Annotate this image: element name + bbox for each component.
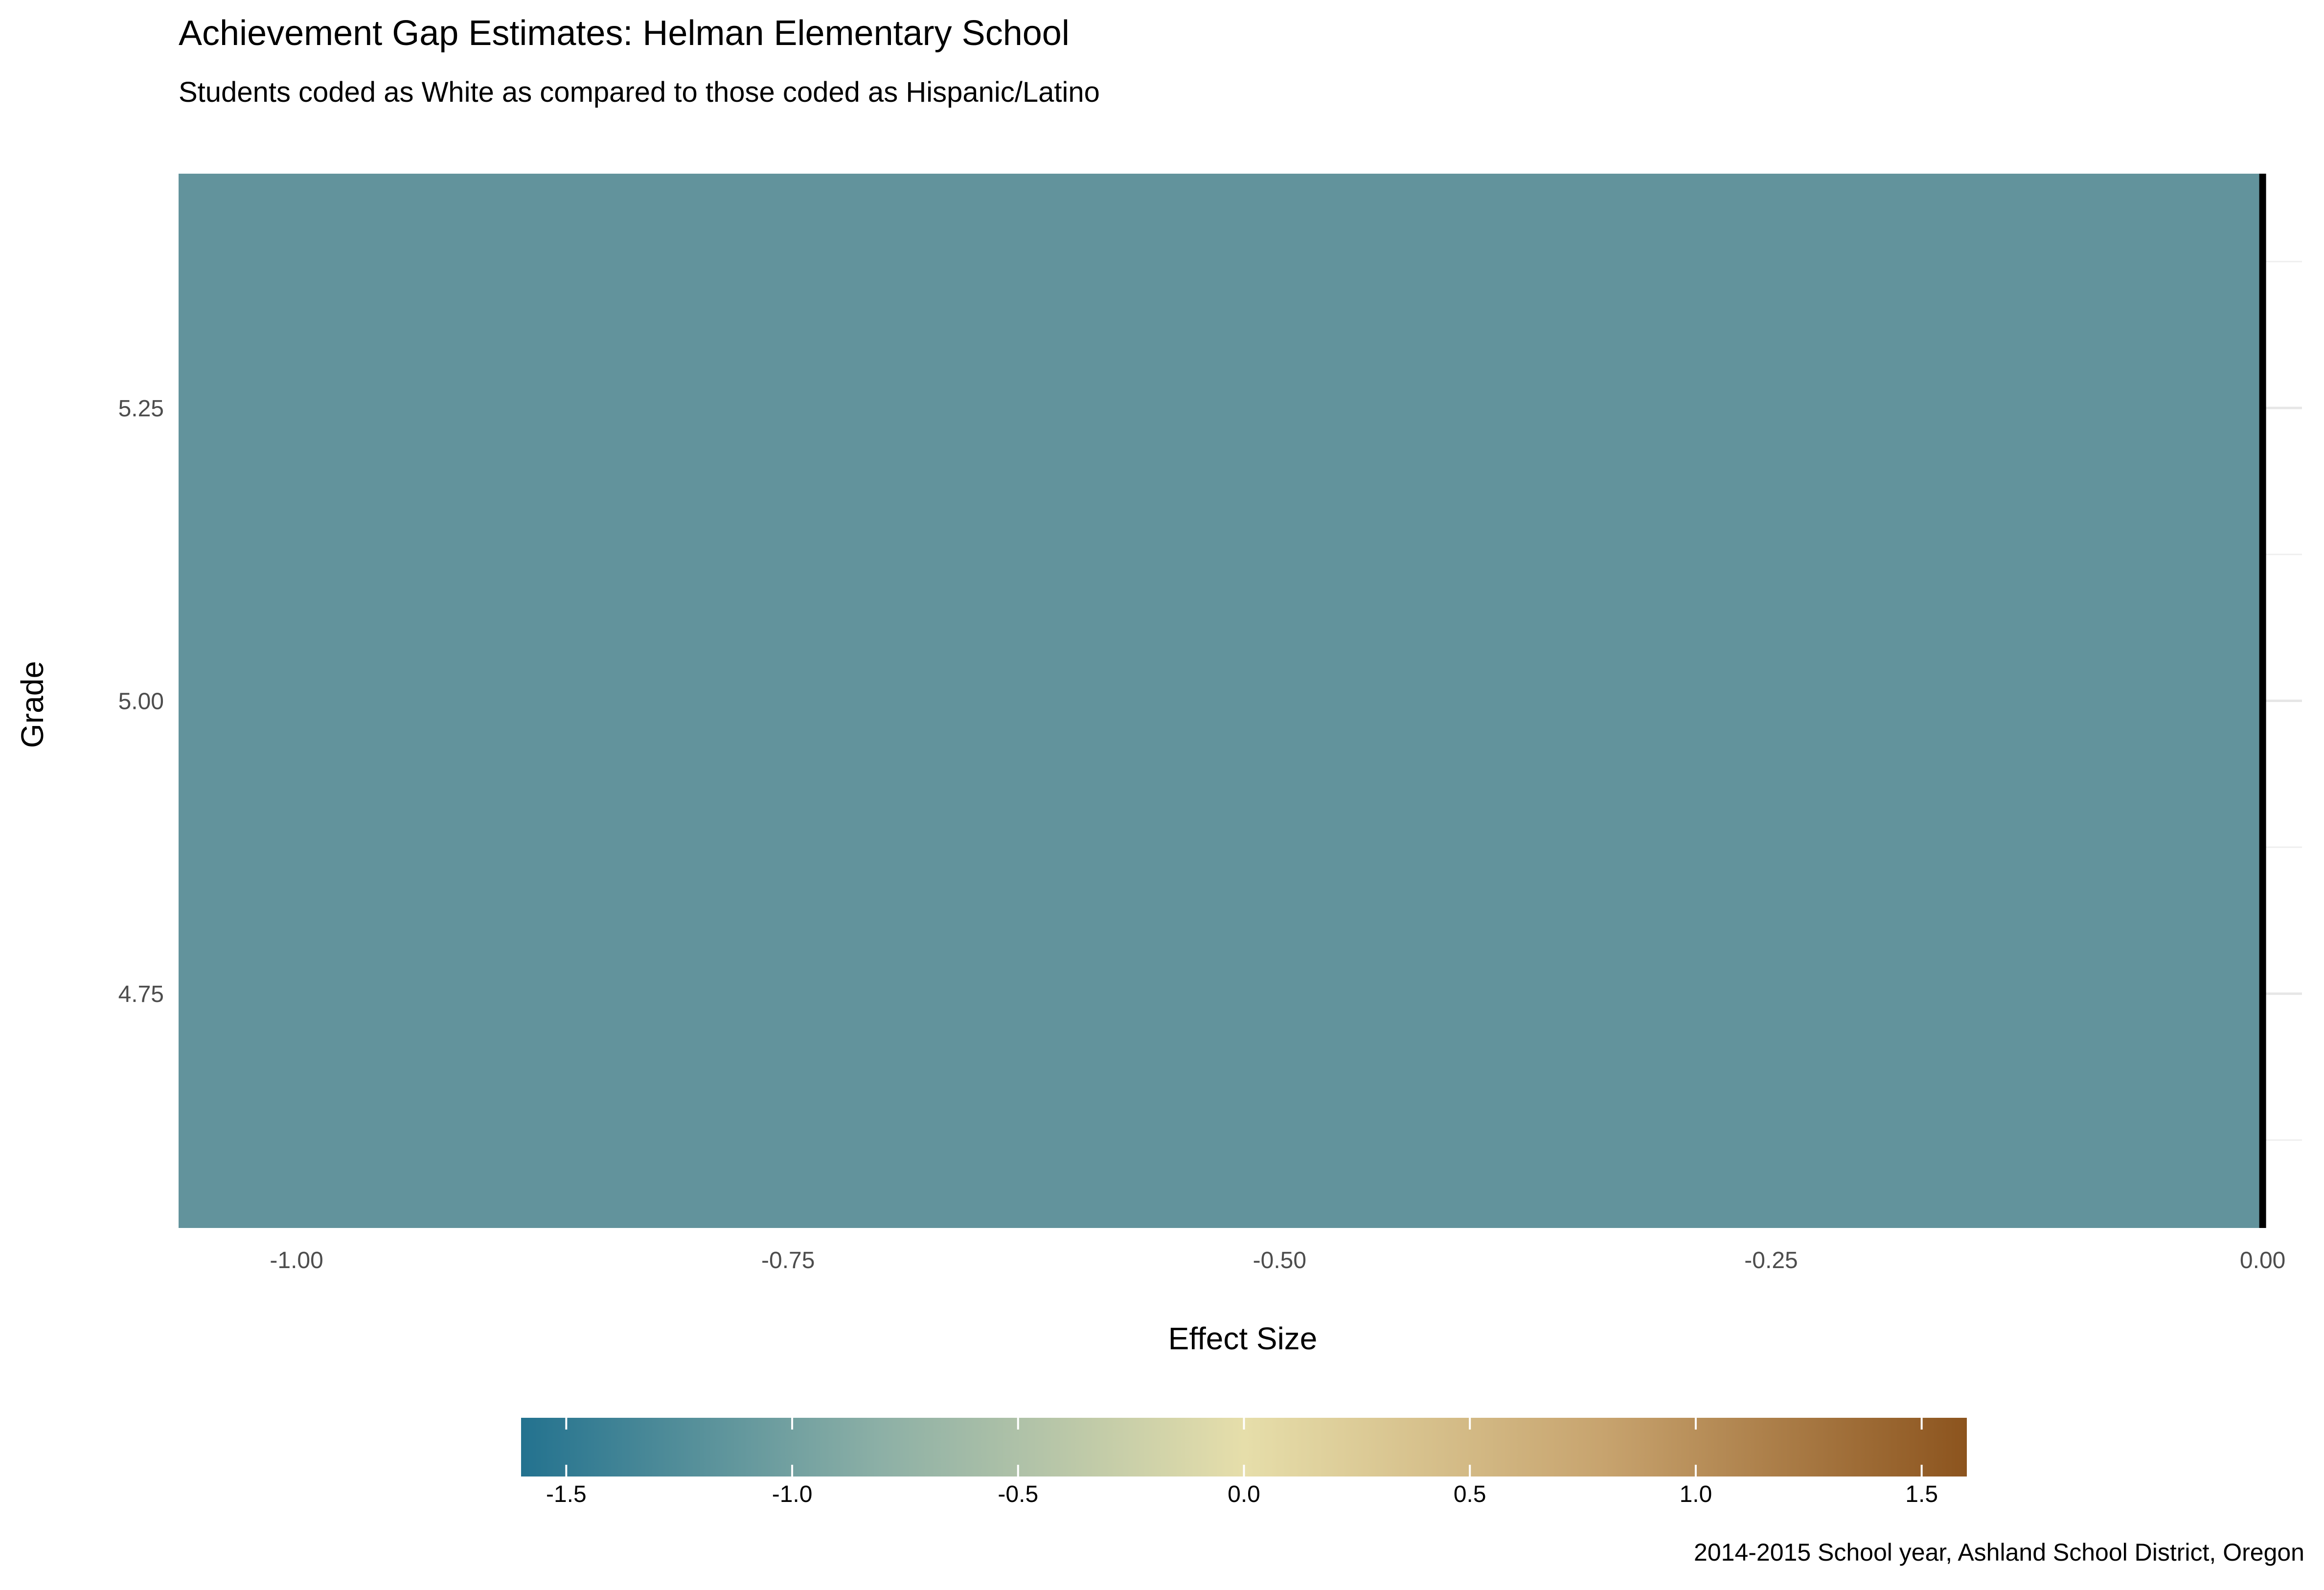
colorbar-legend: -1.5 -1.0 -0.5 0.0 0.5 1.0 1.5	[521, 1418, 1967, 1507]
colorbar-tick-label: 1.5	[1905, 1481, 1938, 1507]
colorbar-tick-label: -0.5	[998, 1481, 1038, 1507]
x-axis-ticks: -1.00 -0.75 -0.50 -0.25 0.00	[270, 1248, 2285, 1273]
y-axis-title: Grade	[15, 661, 50, 748]
colorbar-tick-label: -1.5	[546, 1481, 587, 1507]
x-tick-label: -0.25	[1744, 1248, 1798, 1273]
chart-title: Achievement Gap Estimates: Helman Elemen…	[179, 14, 1070, 53]
x-axis-title: Effect Size	[1168, 1321, 1318, 1356]
y-axis-ticks: 4.75 5.00 5.25	[118, 396, 164, 1007]
bars	[179, 174, 2263, 1228]
y-tick-label: 5.25	[118, 396, 164, 422]
y-tick-label: 4.75	[118, 981, 164, 1007]
colorbar-tick-label: -1.0	[772, 1481, 813, 1507]
y-tick-label: 5.00	[118, 689, 164, 715]
x-tick-label: -0.75	[761, 1248, 815, 1273]
colorbar-tick-label: 0.0	[1228, 1481, 1260, 1507]
bar-grade-5	[179, 174, 2263, 1228]
x-tick-label: -0.50	[1253, 1248, 1306, 1273]
colorbar-tick-label: 0.5	[1454, 1481, 1486, 1507]
x-tick-label: -1.00	[270, 1248, 323, 1273]
chart-subtitle: Students coded as White as compared to t…	[179, 76, 1100, 108]
chart-caption: 2014-2015 School year, Ashland School Di…	[1694, 1539, 2304, 1566]
x-tick-label: 0.00	[2240, 1248, 2285, 1273]
colorbar-tick-label: 1.0	[1680, 1481, 1712, 1507]
